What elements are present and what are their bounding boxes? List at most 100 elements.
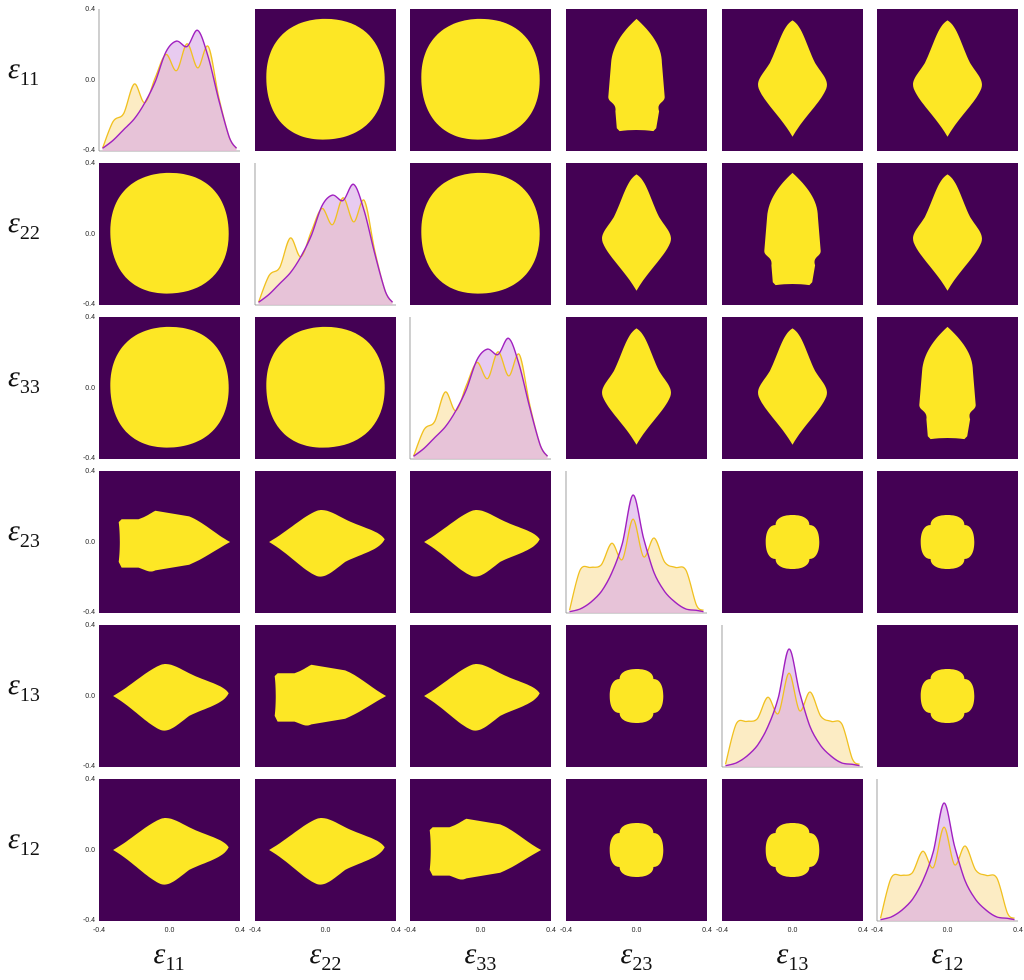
y-tick-label: -0.4 [83, 609, 95, 616]
cell-epsilon-11-vs-epsilon-22 [255, 9, 396, 151]
x-tick-label: 0.4 [235, 927, 245, 934]
cell-epsilon-13-vs-epsilon-22 [255, 625, 396, 767]
row-label-epsilon-12: ε12 [8, 822, 40, 860]
region-rhombus-right [113, 664, 229, 731]
column-label-epsilon-11-subscript: 11 [165, 953, 184, 975]
density-line-series-b [569, 494, 704, 613]
x-tick-label: 0.0 [476, 927, 486, 934]
region-rhombus-right [424, 664, 540, 731]
x-tick-label: 0.0 [943, 927, 953, 934]
cell-epsilon-12-vs-epsilon-23 [566, 779, 707, 921]
x-tick-label: 0.4 [1013, 927, 1023, 934]
x-tick-label: -0.4 [249, 927, 261, 934]
column-label-epsilon-13-subscript: 13 [788, 953, 808, 975]
density-line-series-b [413, 337, 549, 457]
region-rhombus-up [758, 20, 827, 137]
region-cross [765, 515, 820, 569]
column-label-epsilon-22-subscript: 22 [321, 953, 341, 975]
column-label-epsilon-12: ε12 [932, 937, 964, 975]
density-line-series-b [725, 648, 860, 767]
cell-epsilon-22-vs-epsilon-23 [566, 163, 707, 305]
cell-epsilon-11-vs-epsilon-11: 0.4 0.0 -0.4 [83, 6, 240, 154]
region-rhombus-up [602, 174, 671, 291]
row-label-epsilon-11: ε11 [8, 52, 39, 90]
y-tick-label: 0.0 [85, 847, 95, 854]
cell-epsilon-12-vs-epsilon-11: 0.4 0.0 -0.4 [83, 776, 240, 924]
column-label-epsilon-13: ε13 [777, 937, 809, 975]
cell-epsilon-23-vs-epsilon-33 [410, 471, 551, 613]
density-area-series-b [102, 30, 237, 152]
column-label-epsilon-12-subscript: 12 [943, 953, 963, 975]
density-line-series-a [879, 826, 1015, 919]
y-tick-label: -0.4 [83, 147, 95, 154]
region-rhombus-up [602, 328, 671, 445]
region-cross [920, 515, 975, 569]
x-tick-label: 0.4 [391, 927, 401, 934]
x-tick-label: -0.4 [93, 927, 105, 934]
y-tick-label: 0.0 [85, 77, 95, 84]
cell-epsilon-13-vs-epsilon-13 [721, 625, 863, 768]
region-arrow-right [274, 664, 387, 726]
density-area-series-b [413, 338, 548, 459]
region-rhombus-up [913, 20, 982, 137]
column-label-epsilon-33-subscript: 33 [476, 953, 496, 975]
x-tick-label: 0.0 [632, 927, 642, 934]
density-line-series-a [101, 43, 238, 149]
y-tick-label: 0.0 [85, 231, 95, 238]
region-ellipse [110, 172, 229, 294]
y-tick-label: 0.4 [85, 6, 95, 13]
x-tick-label: -0.4 [871, 927, 883, 934]
region-cross [765, 823, 820, 877]
region-ellipse [421, 172, 540, 294]
region-cross [609, 823, 664, 877]
region-rhombus-right [424, 510, 540, 577]
cell-epsilon-11-vs-epsilon-13 [722, 9, 863, 151]
row-label-epsilon-13-subscript: 13 [20, 684, 40, 706]
cell-epsilon-23-vs-epsilon-22 [255, 471, 396, 613]
cell-epsilon-13-vs-epsilon-11: 0.4 0.0 -0.4 [83, 622, 240, 770]
x-tick-label: 0.4 [546, 927, 556, 934]
column-label-epsilon-22: ε22 [310, 937, 342, 975]
region-rhombus-right [113, 818, 229, 885]
region-ellipse [421, 18, 540, 140]
cell-epsilon-11-vs-epsilon-33 [410, 9, 551, 151]
density-line-series-a [257, 197, 394, 303]
y-tick-label: -0.4 [83, 455, 95, 462]
cell-epsilon-23-vs-epsilon-23 [565, 471, 707, 614]
x-tick-label: -0.4 [560, 927, 572, 934]
y-tick-label: 0.0 [85, 539, 95, 546]
region-ellipse [266, 326, 385, 448]
cell-epsilon-12-vs-epsilon-13 [722, 779, 863, 921]
region-cross [609, 669, 664, 723]
y-tick-label: 0.4 [85, 776, 95, 783]
x-tick-label: 0.0 [321, 927, 331, 934]
cell-epsilon-23-vs-epsilon-11: 0.4 0.0 -0.4 [83, 468, 240, 616]
region-arrow-up [608, 18, 665, 132]
cell-epsilon-33-vs-epsilon-23 [566, 317, 707, 459]
y-tick-label: 0.0 [85, 693, 95, 700]
y-tick-label: 0.4 [85, 314, 95, 321]
y-tick-label: -0.4 [83, 301, 95, 308]
row-label-epsilon-22-subscript: 22 [20, 222, 40, 244]
cell-epsilon-22-vs-epsilon-33 [410, 163, 551, 305]
region-arrow-right [429, 818, 542, 880]
column-label-epsilon-23: ε23 [621, 937, 653, 975]
region-rhombus-right [269, 510, 385, 577]
cell-epsilon-33-vs-epsilon-11: 0.4 0.0 -0.4 [83, 314, 240, 462]
region-rhombus-right [269, 818, 385, 885]
region-ellipse [266, 18, 385, 140]
column-label-epsilon-11: ε11 [154, 937, 185, 975]
cell-epsilon-22-vs-epsilon-12 [877, 163, 1018, 305]
density-line-series-b [258, 183, 394, 303]
column-label-epsilon-23-subscript: 23 [632, 953, 652, 975]
row-label-epsilon-11-subscript: 11 [20, 68, 39, 90]
x-tick-label: 0.0 [165, 927, 175, 934]
region-arrow-up [919, 326, 976, 440]
density-area-series-b [725, 649, 860, 767]
region-cross [920, 669, 975, 723]
cell-epsilon-11-vs-epsilon-23 [566, 9, 707, 151]
density-area-series-b [569, 495, 704, 613]
x-tick-label: 0.0 [788, 927, 798, 934]
cell-epsilon-22-vs-epsilon-13 [722, 163, 863, 305]
